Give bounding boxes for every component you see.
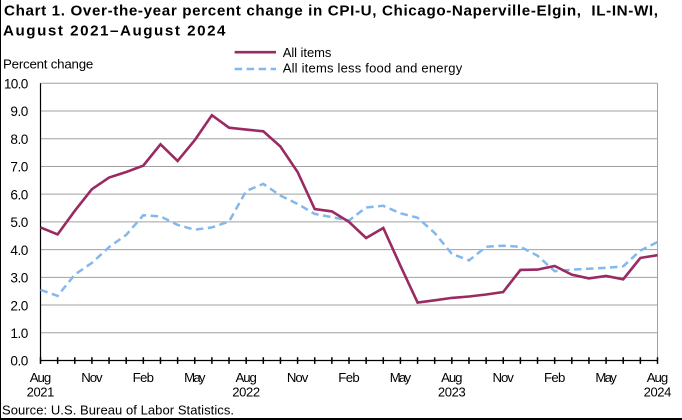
svg-text:Chart 1. Over-the-year percent: Chart 1. Over-the-year percent change in…	[4, 3, 658, 20]
svg-text:Nov: Nov	[287, 370, 309, 385]
svg-text:Nov: Nov	[81, 370, 103, 385]
svg-text:7.0: 7.0	[10, 160, 28, 175]
svg-text:Aug: Aug	[236, 370, 257, 385]
svg-text:4.0: 4.0	[10, 243, 28, 258]
svg-text:August 2021–August 2024: August 2021–August 2024	[3, 23, 226, 40]
svg-text:9.0: 9.0	[10, 104, 28, 119]
svg-text:2023: 2023	[438, 384, 466, 399]
svg-text:Feb: Feb	[338, 370, 359, 385]
svg-text:2021: 2021	[27, 384, 55, 399]
svg-text:6.0: 6.0	[10, 187, 28, 202]
svg-text:2024: 2024	[644, 384, 672, 399]
svg-text:May: May	[390, 370, 412, 385]
svg-text:2.0: 2.0	[10, 298, 28, 313]
svg-text:Aug: Aug	[441, 370, 462, 385]
svg-text:Nov: Nov	[493, 370, 515, 385]
svg-text:Feb: Feb	[133, 370, 154, 385]
svg-text:May: May	[184, 370, 206, 385]
svg-text:8.0: 8.0	[10, 132, 28, 147]
svg-text:Percent change: Percent change	[3, 57, 93, 72]
svg-text:May: May	[595, 370, 617, 385]
svg-text:Source: U.S. Bureau of Labor S: Source: U.S. Bureau of Labor Statistics.	[2, 403, 234, 418]
svg-text:All items: All items	[283, 45, 332, 60]
svg-text:Aug: Aug	[30, 370, 51, 385]
svg-text:3.0: 3.0	[10, 271, 28, 286]
svg-text:10.0: 10.0	[4, 77, 29, 92]
svg-text:0.0: 0.0	[10, 354, 28, 369]
svg-text:2022: 2022	[232, 384, 260, 399]
svg-text:All items less food and energy: All items less food and energy	[283, 60, 463, 75]
svg-text:Feb: Feb	[544, 370, 565, 385]
svg-text:5.0: 5.0	[10, 215, 28, 230]
svg-text:1.0: 1.0	[10, 326, 28, 341]
svg-text:Aug: Aug	[647, 370, 668, 385]
